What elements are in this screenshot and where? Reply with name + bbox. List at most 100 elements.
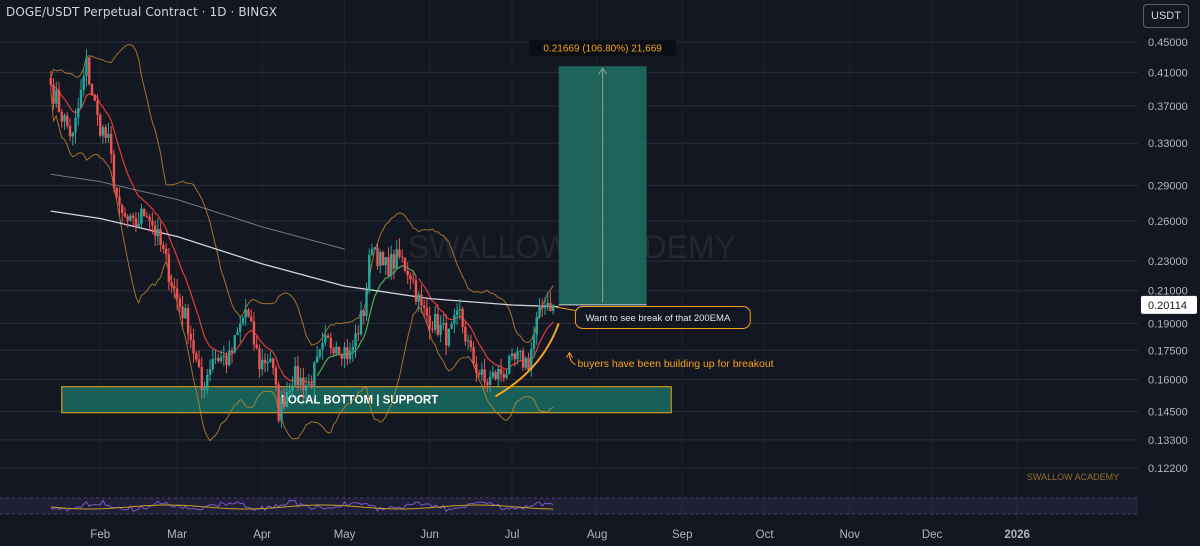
candle-body (497, 368, 500, 380)
candle-body (368, 254, 371, 290)
candle-body (384, 257, 387, 266)
candle-body (219, 357, 223, 362)
candle-body (466, 340, 470, 342)
candle-body (387, 257, 390, 277)
y-tick-label: 0.33000 (1148, 138, 1188, 150)
candle-body (186, 308, 190, 334)
candle-body (381, 251, 385, 266)
candle-body (252, 321, 256, 345)
candle-body (145, 216, 149, 218)
candle-body (318, 349, 322, 357)
candle-body (118, 196, 121, 206)
candle-body (461, 308, 464, 328)
y-tick-label: 0.16000 (1148, 375, 1188, 387)
y-tick-label: 0.37000 (1148, 101, 1188, 113)
candle-body (173, 285, 176, 289)
candle-body (453, 315, 456, 324)
candle-body (258, 348, 261, 370)
candle-body (137, 223, 140, 227)
candle-body (79, 89, 83, 108)
y-tick-label: 0.41000 (1148, 67, 1188, 79)
candle-body (131, 215, 135, 219)
candle-body (411, 279, 415, 281)
candle-body (85, 57, 88, 77)
candle-body (313, 362, 316, 388)
bollinger-upper (50, 44, 554, 346)
annotation-ema-box (574, 305, 751, 329)
candle-body (71, 132, 74, 137)
y-tick-label: 0.23000 (1148, 256, 1188, 268)
candle-body (535, 317, 538, 335)
support-zone[interactable]: LOCAL BOTTOM | SUPPORT (61, 386, 672, 414)
x-tick-label: Jun (420, 529, 439, 541)
candle-body (123, 213, 127, 217)
candle-body (491, 372, 495, 377)
candle-body (291, 385, 294, 391)
y-tick-label: 0.12200 (1148, 463, 1188, 475)
candle-body (293, 366, 297, 386)
candle-body (189, 333, 193, 340)
support-zone-label: LOCAL BOTTOM | SUPPORT (281, 395, 438, 407)
candle-body (282, 397, 286, 407)
candle-body (112, 154, 116, 188)
candle-body (250, 316, 253, 322)
candle-body (425, 307, 429, 316)
candle-body (469, 340, 473, 348)
candle-body (241, 317, 245, 324)
candle-body (148, 216, 151, 221)
long-position-target-zone[interactable]: 0.21669 (106.80%) 21,669 (529, 40, 676, 306)
x-tick-label: Nov (839, 529, 860, 541)
candle-body (543, 307, 547, 309)
candle-body (99, 114, 102, 136)
candle-body (126, 216, 129, 221)
current-price-badge (1141, 295, 1197, 314)
annotation-ema-pointer (555, 306, 576, 311)
candle-body (277, 384, 280, 421)
candle-body (197, 359, 201, 368)
candle-body (527, 357, 530, 371)
candle-body (63, 115, 66, 122)
y-tick-label: 0.26000 (1148, 216, 1188, 228)
candle-body (488, 376, 492, 385)
candle-body (546, 302, 549, 308)
candle-body (499, 368, 503, 375)
candle-body (422, 305, 426, 308)
ema200-line (50, 210, 559, 308)
candle-body (420, 294, 423, 306)
candle-body (354, 333, 357, 347)
candle-body (142, 208, 146, 217)
candle-body (285, 392, 289, 407)
candle-body (351, 346, 354, 351)
candle-body (365, 289, 368, 317)
candle-body (324, 335, 327, 343)
candle-body (247, 309, 250, 317)
candle-body (203, 389, 206, 391)
x-tick-label: May (334, 529, 356, 541)
candle-body (260, 359, 264, 370)
rsi-signal (50, 504, 554, 510)
candle-body (486, 382, 489, 385)
candle-body (57, 90, 61, 113)
candle-body (340, 353, 344, 359)
annotations[interactable]: Want to see break of that 200EMA buyers h… (495, 305, 774, 398)
candle-body (433, 313, 437, 330)
candlesticks (49, 49, 555, 428)
candle-body (373, 247, 376, 250)
candle-body (271, 358, 275, 368)
candle-body (52, 84, 55, 104)
candle-body (477, 373, 481, 375)
candle-body (134, 218, 138, 227)
x-tick-label: 2026 (1004, 529, 1030, 541)
time-axis[interactable]: Feb Mar Apr May Jun Jul Aug Sep Oct Nov Dec 2026 (90, 529, 1030, 541)
candle-body (532, 334, 536, 349)
candle-body (236, 331, 239, 335)
candle-body (357, 333, 360, 335)
candle-body (109, 133, 113, 155)
currency-button[interactable]: USDT (1143, 4, 1189, 28)
candle-body (370, 249, 374, 255)
x-tick-label: Feb (90, 529, 110, 541)
candle-body (225, 355, 228, 366)
price-axis[interactable]: 0.45000 0.41000 0.37000 0.33000 0.29000 0.260… (1141, 37, 1197, 475)
candle-body (439, 324, 442, 335)
